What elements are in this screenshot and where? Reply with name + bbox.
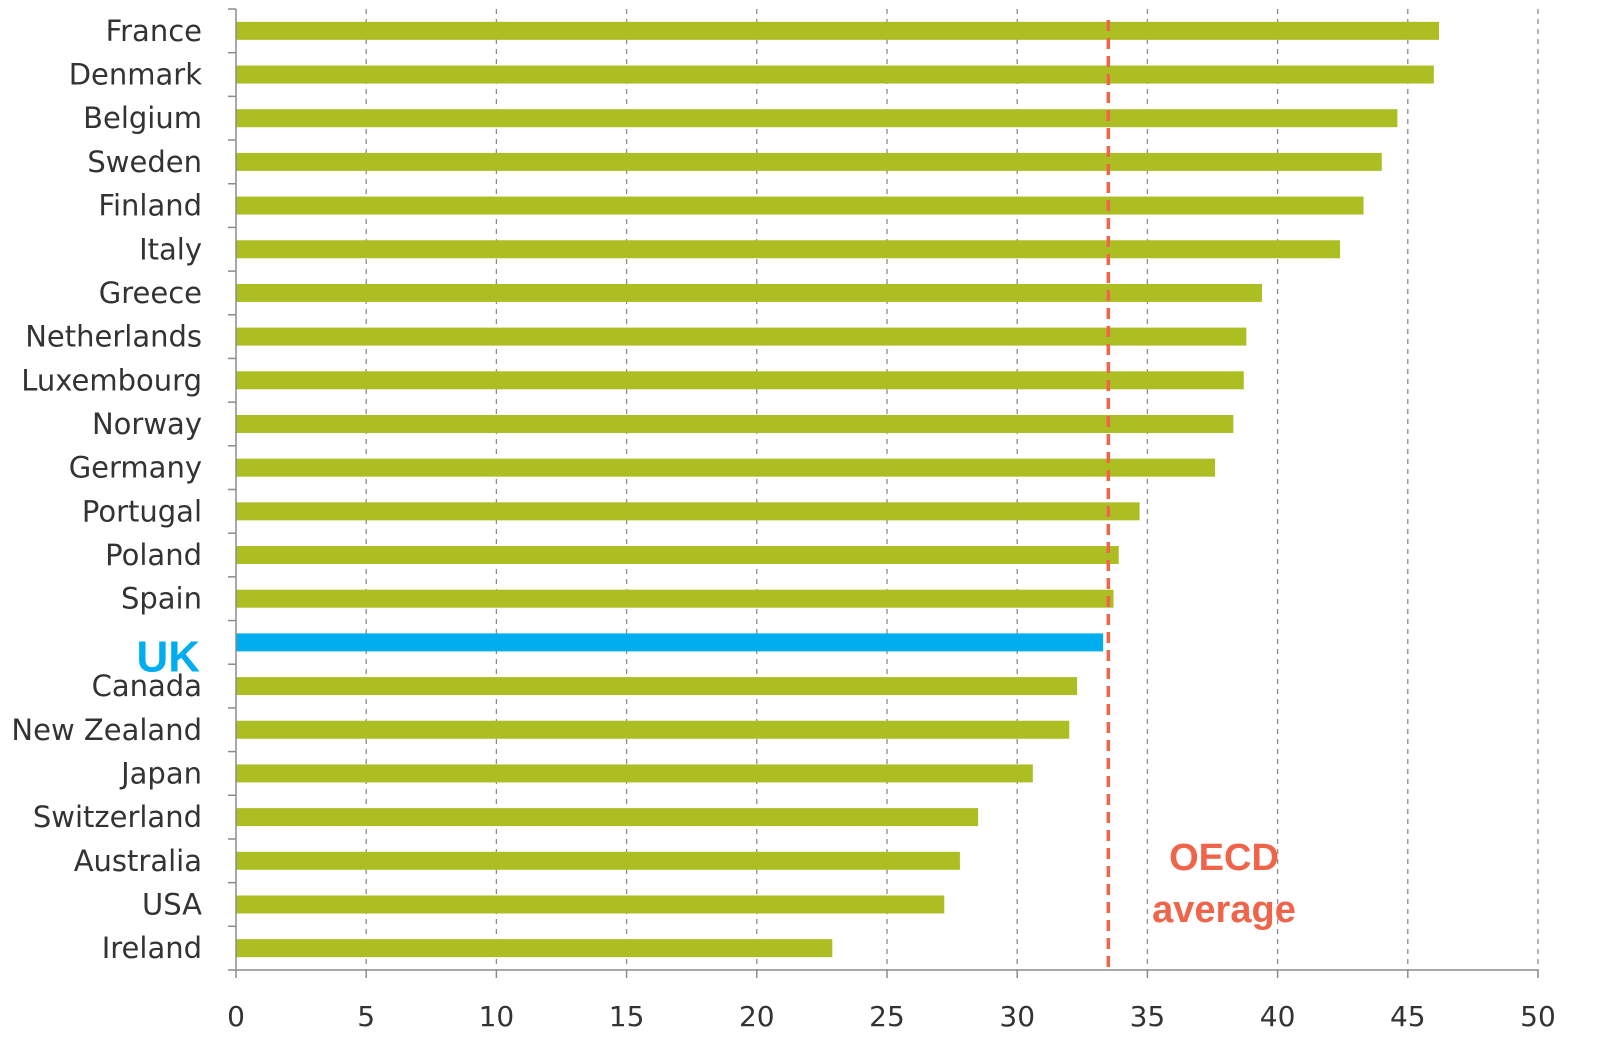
x-tick-label-10: 10 xyxy=(479,1000,515,1033)
x-tick-label-25: 25 xyxy=(869,1000,905,1033)
x-tick-label-0: 0 xyxy=(227,1000,245,1033)
x-tick-label-40: 40 xyxy=(1260,1000,1296,1033)
bar-ireland xyxy=(236,939,833,958)
bar-usa xyxy=(236,895,945,914)
oecd-average-label-line1: OECD xyxy=(1169,837,1279,879)
category-label-france: France xyxy=(106,14,202,48)
x-tick-label-35: 35 xyxy=(1130,1000,1166,1033)
x-tick-label-15: 15 xyxy=(609,1000,645,1033)
bars xyxy=(236,21,1440,958)
category-label-spain: Spain xyxy=(121,582,202,616)
bar-uk xyxy=(236,633,1104,652)
category-label-ireland: Ireland xyxy=(102,931,202,965)
category-labels: France Denmark Belgium Sweden Finland Italy Gr… xyxy=(11,14,202,965)
bar-luxembourg xyxy=(236,371,1244,390)
category-label-switzerland: Switzerland xyxy=(33,800,202,834)
category-label-netherlands: Netherlands xyxy=(25,320,202,354)
category-label-belgium: Belgium xyxy=(83,101,202,135)
bar-germany xyxy=(236,458,1216,477)
bar-new-zealand xyxy=(236,720,1070,739)
x-tick-label-50: 50 xyxy=(1520,1000,1556,1033)
axes xyxy=(228,8,1539,978)
bar-netherlands xyxy=(236,327,1247,346)
category-label-australia: Australia xyxy=(74,844,202,878)
x-tick-label-30: 30 xyxy=(999,1000,1035,1033)
bar-portugal xyxy=(236,502,1140,521)
category-label-greece: Greece xyxy=(99,276,202,310)
bar-poland xyxy=(236,546,1119,565)
bar-switzerland xyxy=(236,808,979,827)
bar-italy xyxy=(236,240,1341,259)
category-label-sweden: Sweden xyxy=(87,145,202,179)
x-tick-label-20: 20 xyxy=(739,1000,775,1033)
x-tick-label-5: 5 xyxy=(357,1000,375,1033)
category-label-italy: Italy xyxy=(139,232,202,266)
category-label-poland: Poland xyxy=(105,538,202,572)
bar-canada xyxy=(236,677,1078,696)
category-label-uk: UK xyxy=(136,632,200,681)
bar-greece xyxy=(236,283,1262,302)
bar-japan xyxy=(236,764,1033,783)
category-label-usa: USA xyxy=(142,887,202,921)
category-label-finland: Finland xyxy=(98,189,202,223)
category-label-norway: Norway xyxy=(92,407,202,441)
x-tick-labels: 0 5 10 15 20 25 30 35 40 45 50 xyxy=(227,1000,1556,1033)
bar-sweden xyxy=(236,152,1382,171)
bar-spain xyxy=(236,589,1114,608)
bar-australia xyxy=(236,851,960,870)
category-label-germany: Germany xyxy=(69,451,202,485)
category-label-new-zealand: New Zealand xyxy=(11,713,202,747)
bar-finland xyxy=(236,196,1364,215)
bar-denmark xyxy=(236,65,1434,84)
x-tick-label-45: 45 xyxy=(1390,1000,1426,1033)
category-label-denmark: Denmark xyxy=(69,58,202,92)
category-label-portugal: Portugal xyxy=(82,494,202,528)
category-label-canada: Canada xyxy=(92,669,202,703)
bar-belgium xyxy=(236,109,1398,128)
bar-france xyxy=(236,21,1440,40)
bar-norway xyxy=(236,414,1234,433)
category-label-japan: Japan xyxy=(119,756,202,790)
oecd-average-label-line2: average xyxy=(1152,889,1296,931)
category-label-luxembourg: Luxembourg xyxy=(21,363,202,397)
